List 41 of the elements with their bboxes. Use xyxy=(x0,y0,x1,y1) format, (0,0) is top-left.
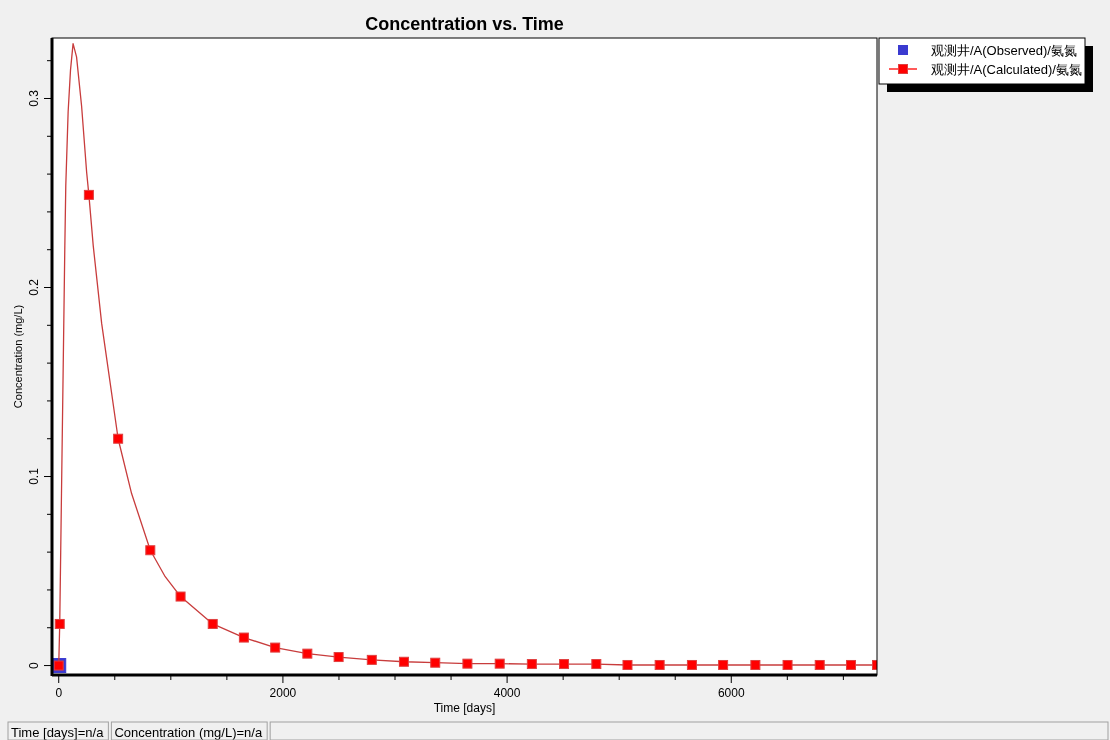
point xyxy=(302,648,313,659)
legend-label: 观测井/A(Calculated)/氨氮 xyxy=(931,62,1082,77)
point xyxy=(462,658,473,669)
point xyxy=(83,189,94,200)
chart-title: Concentration vs. Time xyxy=(365,14,564,34)
x-tick-label: 0 xyxy=(55,686,63,700)
point xyxy=(846,659,856,670)
point xyxy=(814,659,825,670)
text: Time [days]=n/a xyxy=(11,725,105,740)
point xyxy=(591,659,602,670)
point xyxy=(54,618,65,629)
point xyxy=(494,658,505,669)
point xyxy=(526,659,537,670)
point xyxy=(718,659,729,670)
point xyxy=(270,642,281,653)
point xyxy=(366,654,377,665)
y-tick-label: 0.2 xyxy=(27,278,41,296)
x-tick-label: 2000 xyxy=(269,686,297,700)
point xyxy=(782,659,793,670)
x-tick-label: 4000 xyxy=(493,686,521,700)
point xyxy=(333,652,344,663)
y-tick-label: 0.1 xyxy=(27,467,41,485)
y-tick-label: 0 xyxy=(27,661,41,669)
point xyxy=(145,545,156,556)
point xyxy=(559,659,570,670)
point xyxy=(207,618,218,629)
text: Concentration (mg/L)=n/a xyxy=(114,725,263,740)
point xyxy=(113,433,124,444)
legend-label: 观测井/A(Observed)/氨氮 xyxy=(931,43,1077,58)
y-axis-title: Concentration (mg/L) xyxy=(12,304,24,409)
point xyxy=(750,659,761,670)
point xyxy=(686,659,697,670)
point xyxy=(175,591,186,602)
point xyxy=(238,632,249,643)
x-tick-label: 6000 xyxy=(717,686,745,700)
point xyxy=(654,659,665,670)
point xyxy=(398,656,409,667)
y-tick-label: 0.3 xyxy=(27,89,41,107)
x-axis-title: Time [days] xyxy=(433,701,496,715)
point xyxy=(430,657,441,668)
point xyxy=(622,659,633,670)
